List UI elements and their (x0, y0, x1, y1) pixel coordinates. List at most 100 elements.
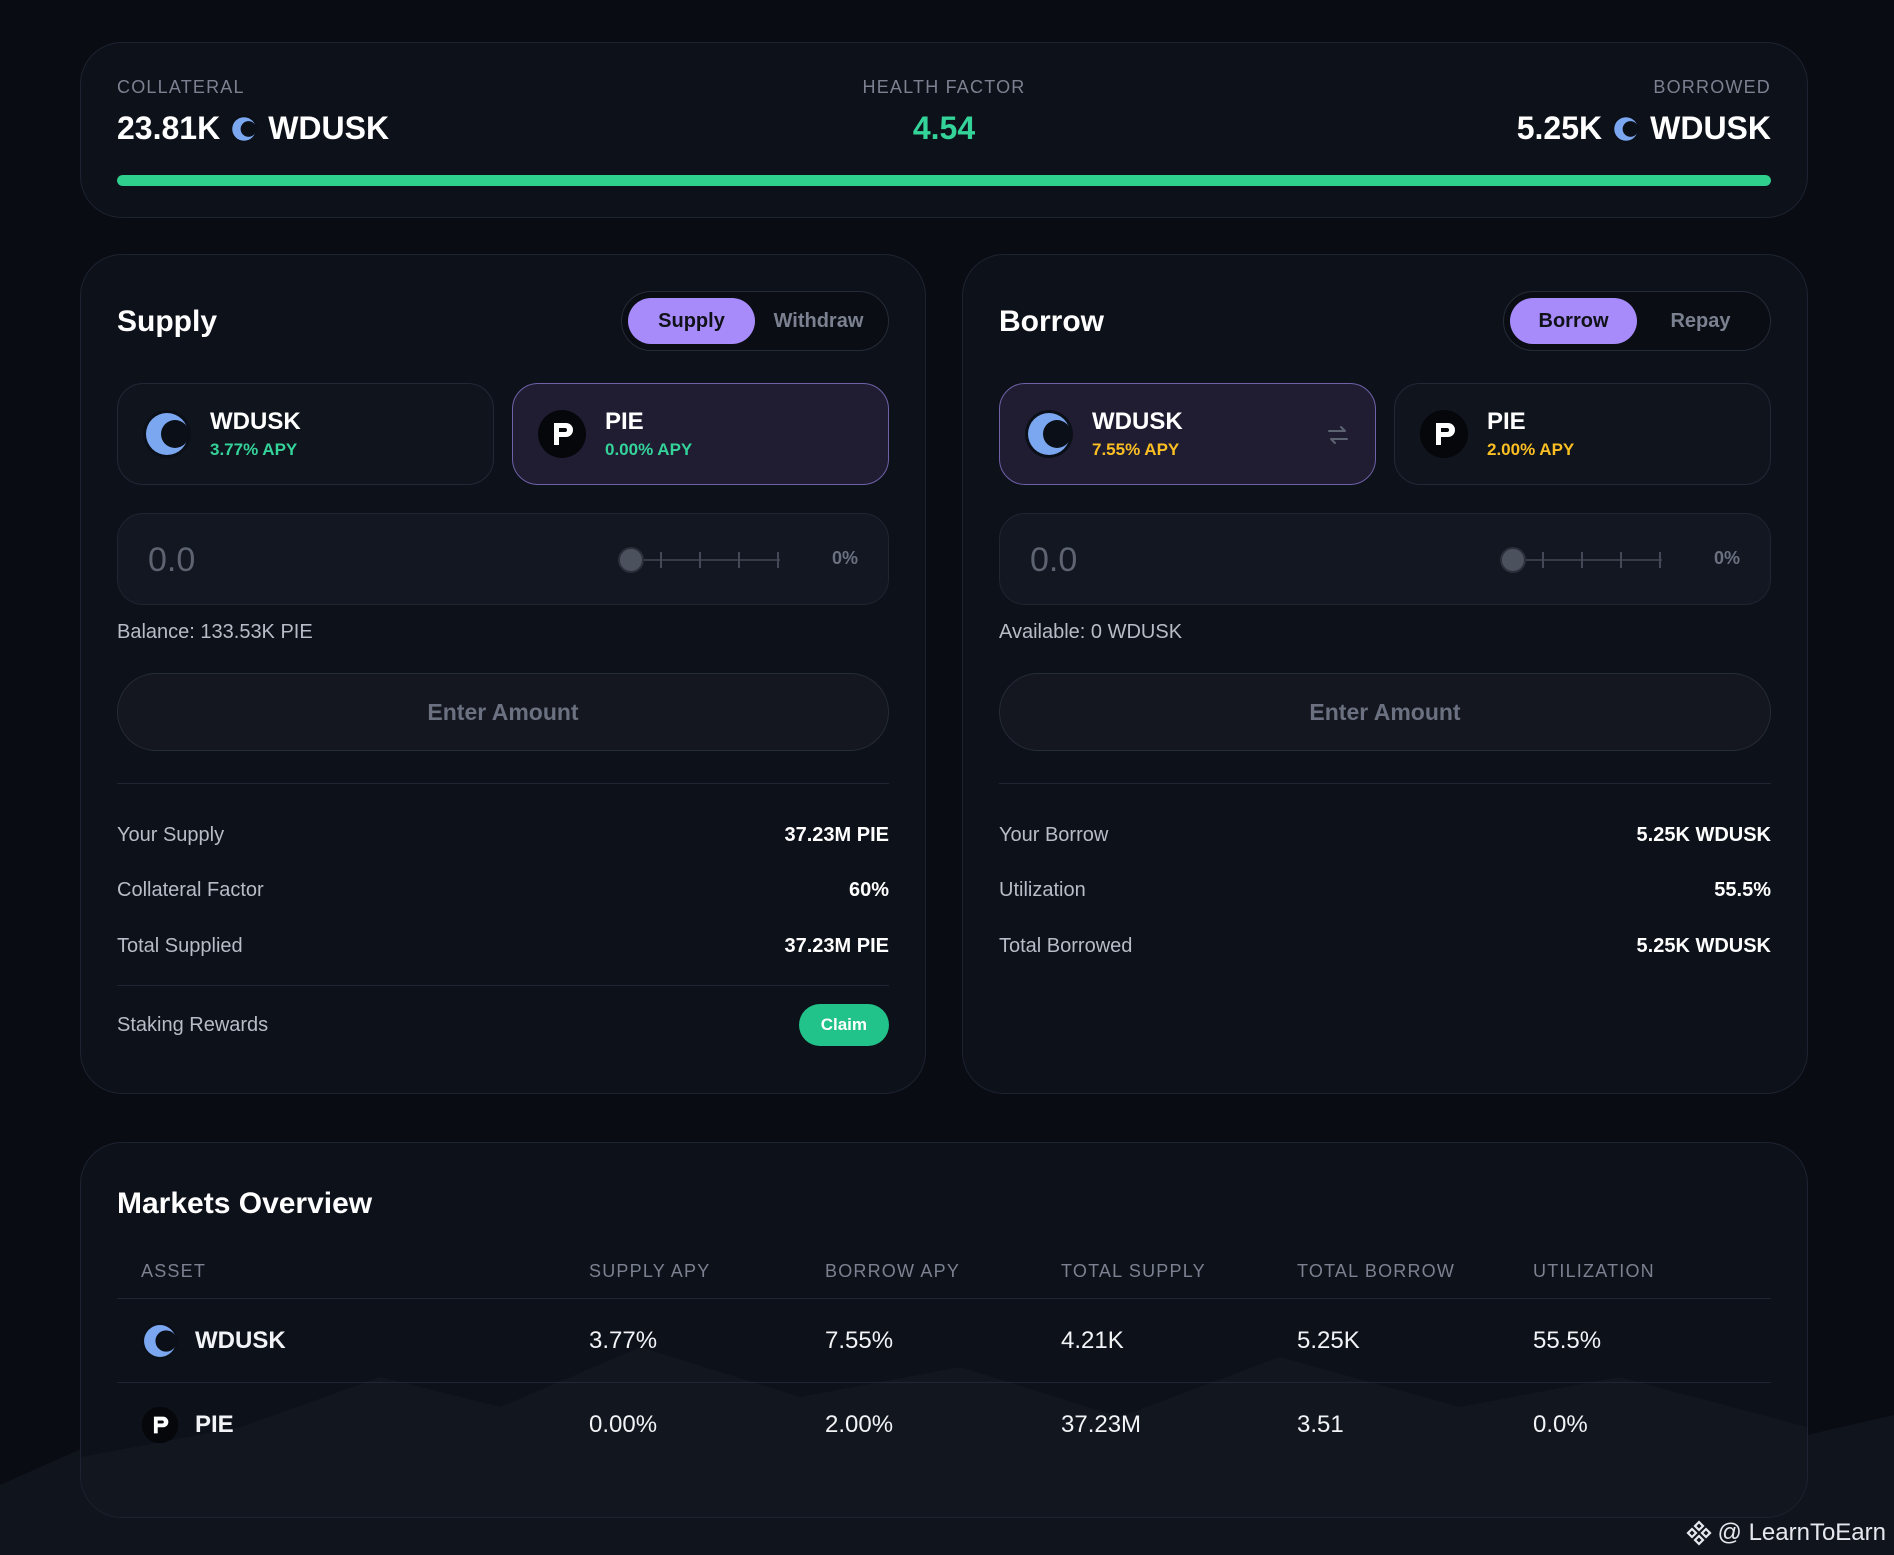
tab-supply[interactable]: Supply (628, 298, 755, 344)
total-supply: 4.21K (1061, 1326, 1124, 1354)
borrow-amount-input[interactable] (1030, 538, 1390, 582)
asset-apy: 2.00% APY (1487, 440, 1575, 459)
supply-asset-pie[interactable]: PIE 0.00% APY (512, 383, 889, 485)
supply-mode-toggle: Supply Withdraw (621, 291, 889, 351)
borrow-asset-pie[interactable]: PIE 2.00% APY (1394, 383, 1771, 485)
info-row-utilization: Utilization 55.5% (999, 878, 1771, 901)
info-row-collateral-factor: Collateral Factor 60% (117, 878, 889, 901)
borrow-available: Available: 0 WDUSK (999, 621, 1183, 643)
utilization: 0.0% (1533, 1411, 1588, 1438)
health-factor-bar (117, 175, 1771, 186)
borrow-amount-box: 0% (999, 513, 1771, 605)
collateral-token: WDUSK (268, 110, 390, 146)
pie-coin-icon (141, 1406, 179, 1444)
borrowed-value: 5.25K (1516, 110, 1603, 146)
borrow-asset-wdusk[interactable]: WDUSK 7.55% APY (999, 383, 1376, 485)
swap-arrows-icon[interactable] (1325, 422, 1351, 448)
moon-coin-icon (143, 410, 191, 458)
asset-name: PIE (1487, 408, 1526, 435)
total-borrow: 3.51 (1297, 1411, 1344, 1438)
asset-name: WDUSK (210, 408, 301, 435)
column-header-total-supply: TOTAL SUPPLY (1061, 1261, 1206, 1281)
asset-name: PIE (195, 1411, 234, 1438)
column-header-asset: ASSET (141, 1261, 207, 1281)
claim-button[interactable]: Claim (798, 1004, 889, 1046)
asset-name: WDUSK (1092, 408, 1183, 435)
table-row[interactable]: PIE 0.00% 2.00% 37.23M 3.51 0.0% (117, 1383, 1771, 1467)
supply-asset-selector: WDUSK 3.77% APY PIE 0.00% APY (117, 383, 889, 485)
table-row[interactable]: WDUSK 3.77% 7.55% 4.21K 5.25K 55.5% (117, 1299, 1771, 1383)
moon-coin-icon (141, 1322, 179, 1359)
position-summary-panel: COLLATERAL 23.81K WDUSK HEALTH FACTOR 4.… (80, 42, 1808, 218)
info-row-total-borrowed: Total Borrowed 5.25K WDUSK (999, 934, 1771, 957)
supply-percent-slider[interactable] (618, 544, 780, 576)
tab-borrow[interactable]: Borrow (1510, 298, 1637, 344)
watermark-text: @ LearnToEarn (1717, 1519, 1886, 1546)
borrowed-label: BORROWED (1653, 77, 1771, 97)
slider-knob[interactable] (618, 547, 644, 573)
supply-amount-box: 0% (117, 513, 889, 605)
collateral-value: 23.81K (117, 110, 221, 146)
supply-apy: 0.00% (589, 1411, 658, 1438)
supply-balance: Balance: 133.53K PIE (117, 621, 313, 643)
moon-coin-icon (1025, 410, 1073, 458)
collateral-label: COLLATERAL (117, 77, 245, 97)
borrowed-token: WDUSK (1650, 110, 1771, 146)
supply-percent-label: 0% (831, 548, 858, 568)
borrow-card: Borrow Borrow Repay WDUSK 7.55% APY (962, 254, 1808, 1094)
watermark: @ LearnToEarn (1685, 1519, 1886, 1547)
health-factor-label: HEALTH FACTOR (862, 77, 1026, 97)
borrow-title: Borrow (999, 305, 1104, 338)
supply-submit-button[interactable]: Enter Amount (117, 673, 889, 751)
panel-mountains-decoration (81, 1347, 1807, 1517)
divider (117, 985, 889, 986)
table-header: ASSET SUPPLY APY BORROW APY TOTAL SUPPLY… (117, 1261, 1771, 1299)
markets-title: Markets Overview (117, 1187, 373, 1220)
divider (117, 783, 889, 784)
collateral-stat: COLLATERAL 23.81K WDUSK (117, 77, 389, 147)
borrow-mode-toggle: Borrow Repay (1503, 291, 1771, 351)
borrow-submit-button[interactable]: Enter Amount (999, 673, 1771, 751)
borrow-asset-selector: WDUSK 7.55% APY PIE 2.00% APY (999, 383, 1771, 485)
slider-knob[interactable] (1500, 547, 1526, 573)
supply-amount-input[interactable] (148, 538, 508, 582)
borrow-percent-label: 0% (1713, 548, 1740, 568)
utilization: 55.5% (1533, 1326, 1602, 1354)
divider (999, 783, 1771, 784)
info-row-staking-rewards: Staking Rewards Claim (117, 1004, 889, 1046)
markets-overview-panel: Markets Overview ASSET SUPPLY APY BORROW… (80, 1142, 1808, 1518)
column-header-total-borrow: TOTAL BORROW (1297, 1261, 1456, 1281)
health-factor-stat: HEALTH FACTOR 4.54 (81, 77, 1807, 147)
info-row-your-borrow: Your Borrow 5.25K WDUSK (999, 823, 1771, 846)
borrowed-stat: BORROWED 5.25K WDUSK (1517, 77, 1771, 147)
markets-table: ASSET SUPPLY APY BORROW APY TOTAL SUPPLY… (117, 1261, 1771, 1467)
asset-apy: 0.00% APY (605, 440, 693, 459)
info-row-your-supply: Your Supply 37.23M PIE (117, 823, 889, 846)
asset-apy: 3.77% APY (210, 440, 298, 459)
asset-name: WDUSK (195, 1326, 286, 1354)
supply-title: Supply (117, 305, 218, 338)
borrow-percent-slider[interactable] (1500, 544, 1662, 576)
column-header-supply-apy: SUPPLY APY (589, 1261, 711, 1281)
supply-apy: 3.77% (589, 1326, 658, 1354)
column-header-borrow-apy: BORROW APY (825, 1261, 961, 1281)
total-borrow: 5.25K (1297, 1326, 1360, 1354)
diamond-logo-icon (1685, 1520, 1712, 1546)
pie-coin-icon (538, 410, 586, 458)
borrow-apy: 2.00% (825, 1411, 894, 1438)
asset-apy: 7.55% APY (1092, 440, 1180, 459)
health-factor-bar-fill (117, 175, 1771, 186)
supply-asset-wdusk[interactable]: WDUSK 3.77% APY (117, 383, 494, 485)
column-header-utilization: UTILIZATION (1533, 1261, 1655, 1281)
info-row-total-supplied: Total Supplied 37.23M PIE (117, 934, 889, 957)
moon-coin-icon (230, 115, 258, 142)
moon-coin-icon (1612, 115, 1640, 142)
tab-repay[interactable]: Repay (1670, 309, 1731, 332)
borrow-apy: 7.55% (825, 1326, 894, 1354)
asset-name: PIE (605, 408, 644, 435)
pie-coin-icon (1420, 410, 1468, 458)
health-factor-value: 4.54 (912, 110, 976, 146)
total-supply: 37.23M (1061, 1411, 1142, 1438)
supply-card: Supply Supply Withdraw WDUSK 3.77% APY P… (80, 254, 926, 1094)
tab-withdraw[interactable]: Withdraw (773, 309, 864, 332)
